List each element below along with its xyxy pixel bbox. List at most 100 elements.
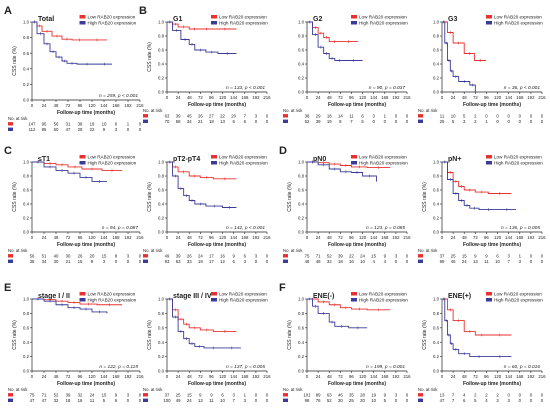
risk-value-high: 13 xyxy=(220,119,225,124)
x-tick-label: 216 xyxy=(403,235,411,240)
km-curve-high xyxy=(167,21,237,54)
y-tick-label: 0.0 xyxy=(298,90,305,95)
x-tick-label: 144 xyxy=(230,374,238,379)
y-tick-label: 0.0 xyxy=(433,90,440,95)
x-axis-label: Follow-up time (months) xyxy=(57,242,115,248)
legend-label-low: Low RAB20 expression xyxy=(88,292,136,297)
x-axis-label: Follow-up time (months) xyxy=(463,381,521,387)
risk-value-low: 15 xyxy=(102,393,107,398)
risk-value-low: 6 xyxy=(221,393,224,398)
x-tick-label: 96 xyxy=(78,235,83,240)
y-tick-label: 0.8 xyxy=(23,35,30,40)
km-curve-high xyxy=(32,21,112,65)
risk-value-high: 3 xyxy=(244,259,247,264)
km-curve-high xyxy=(442,21,476,92)
y-tick-label: 0.0 xyxy=(158,90,165,95)
risk-value-high: 24 xyxy=(187,398,192,403)
risk-value-low: 2 xyxy=(496,393,499,398)
risk-value-low: 3 xyxy=(232,393,235,398)
y-axis-label: CSS rate (%) xyxy=(12,182,18,212)
risk-value-high: 0 xyxy=(395,119,398,124)
risk-value-high: 12 xyxy=(220,259,225,264)
y-tick-label: 0.4 xyxy=(158,202,165,207)
risk-value-low: 40 xyxy=(54,254,59,259)
risk-value-high: 29 xyxy=(78,127,83,132)
risk-value-low: 15 xyxy=(462,254,467,259)
risk-value-high: 7 xyxy=(452,398,455,403)
legend-label-high: High RAB20 expression xyxy=(88,161,137,166)
risk-value-high: 16 xyxy=(78,398,83,403)
risk-value-low: 1 xyxy=(244,393,247,398)
risk-value-low: 101 xyxy=(303,393,311,398)
km-curve-low xyxy=(442,298,512,336)
legend-swatch-high xyxy=(351,161,357,165)
legend-swatch-low xyxy=(351,155,357,159)
risk-value-high: 0 xyxy=(496,119,499,124)
risk-value-low: 1 xyxy=(127,122,130,127)
risk-value-low: 0 xyxy=(139,254,142,259)
y-tick-label: 0.8 xyxy=(433,34,440,39)
risk-value-low: 3 xyxy=(507,254,510,259)
stat-annotation: n = 137, p = 0.005 xyxy=(226,364,265,370)
legend-swatch-high xyxy=(211,21,217,25)
risk-value-low: 95 xyxy=(42,122,47,127)
x-tick-label: 192 xyxy=(124,103,132,108)
legend-swatch-high xyxy=(79,21,86,25)
y-tick-label: 0.2 xyxy=(298,354,305,359)
legend-swatch-high xyxy=(79,161,86,165)
x-tick-label: 72 xyxy=(338,235,343,240)
risk-value-high: 19 xyxy=(327,119,332,124)
y-axis-label: CSS rate (%) xyxy=(422,182,428,212)
risk-value-high: 0 xyxy=(255,119,258,124)
legend-label-high: High RAB20 expression xyxy=(88,21,137,26)
risk-value-low: 2 xyxy=(474,114,477,119)
risk-value-low: 0 xyxy=(266,114,269,119)
risk-value-high: 3 xyxy=(244,398,247,403)
risk-value-high: 47 xyxy=(440,398,445,403)
y-axis-label: CSS rate (%) xyxy=(147,182,153,212)
x-tick-label: 168 xyxy=(241,235,249,240)
legend-swatch-high xyxy=(351,21,357,25)
panel-letter: D xyxy=(279,145,287,157)
x-tick-label: 144 xyxy=(370,235,378,240)
risk-value-low: 0 xyxy=(530,393,533,398)
y-tick-label: 0.2 xyxy=(433,76,440,81)
risk-value-low: 24 xyxy=(198,254,203,259)
x-tick-label: 120 xyxy=(88,103,96,108)
risk-value-high: 0 xyxy=(530,119,533,124)
y-tick-label: 0.0 xyxy=(23,230,30,235)
x-tick-label: 72 xyxy=(338,374,343,379)
risk-value-high: 5 xyxy=(103,398,106,403)
risk-value-high: 21 xyxy=(198,119,203,124)
risk-value-low: 75 xyxy=(30,393,35,398)
y-tick-label: 0.2 xyxy=(433,354,440,359)
risk-value-low: 24 xyxy=(360,254,365,259)
risk-value-high: 18 xyxy=(66,398,71,403)
risk-value-low: 9 xyxy=(210,393,213,398)
legend-label-high: High RAB20 expression xyxy=(494,298,543,303)
x-tick-label: 144 xyxy=(505,95,513,100)
legend-label-high: High RAB20 expression xyxy=(219,21,268,26)
y-tick-label: 0.0 xyxy=(23,369,30,374)
x-tick-label: 24 xyxy=(42,374,47,379)
x-tick-label: 24 xyxy=(42,103,47,108)
x-tick-label: 48 xyxy=(327,235,332,240)
risk-value-low: 1 xyxy=(519,254,522,259)
y-tick-label: 1.0 xyxy=(158,20,165,25)
y-tick-label: 0.6 xyxy=(433,325,440,330)
risk-value-high: 6 xyxy=(463,398,466,403)
y-tick-label: 0.8 xyxy=(433,311,440,316)
y-tick-label: 0.8 xyxy=(298,34,305,39)
y-tick-label: 0.0 xyxy=(158,369,165,374)
risk-value-high: 0 xyxy=(395,398,398,403)
risk-swatch-low xyxy=(143,254,148,258)
y-tick-label: 0.6 xyxy=(158,48,165,53)
x-tick-label: 120 xyxy=(219,95,227,100)
risk-value-low: 0 xyxy=(406,254,409,259)
x-tick-label: 96 xyxy=(78,103,83,108)
y-tick-label: 0.6 xyxy=(433,188,440,193)
legend-swatch-low xyxy=(211,15,217,19)
y-tick-label: 0.4 xyxy=(298,202,305,207)
risk-swatch-high xyxy=(8,398,13,402)
